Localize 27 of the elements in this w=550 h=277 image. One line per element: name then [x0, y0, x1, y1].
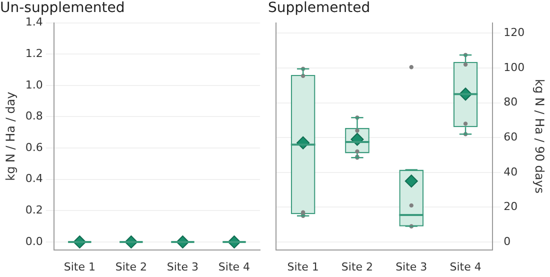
y-tick-label: 0.8 [25, 110, 43, 123]
y2-tick-label: 80 [504, 96, 518, 109]
y-tick-label: 1.2 [25, 46, 43, 60]
y2-tick-label: 20 [504, 200, 518, 214]
x-tick-label: Site 3 [166, 260, 199, 274]
x-tick-label: Site 2 [341, 260, 374, 274]
x-tick-label: Site 3 [396, 260, 428, 274]
y-tick-label: 1.4 [25, 16, 43, 29]
y2-tick-label: 40 [504, 165, 518, 178]
y2-tick-label: 120 [504, 26, 525, 40]
chart-title: Supplemented [268, 0, 370, 16]
y2-tick-label: 60 [504, 130, 518, 144]
y-tick-label: 0.2 [25, 204, 43, 217]
y2-axis-title: kg N / Ha / 90 days [532, 79, 547, 194]
y-tick-label: 1.0 [25, 78, 43, 92]
y-tick-label: 0.4 [25, 172, 43, 186]
x-tick-label: Site 1 [64, 260, 96, 274]
x-tick-label: Site 1 [287, 260, 319, 274]
y2-tick-label: 100 [504, 60, 525, 74]
y-tick-label: 0.0 [25, 234, 43, 248]
x-tick-label: Site 4 [450, 260, 482, 274]
y-axis-title: kg N / Ha / day [3, 92, 18, 181]
y-tick-label: 0.6 [25, 140, 43, 154]
x-tick-label: Site 2 [115, 260, 147, 274]
x-tick-label: Site 4 [218, 260, 250, 274]
y2-tick-label: 0 [504, 234, 511, 248]
chart-title: Un-supplemented [0, 0, 125, 16]
